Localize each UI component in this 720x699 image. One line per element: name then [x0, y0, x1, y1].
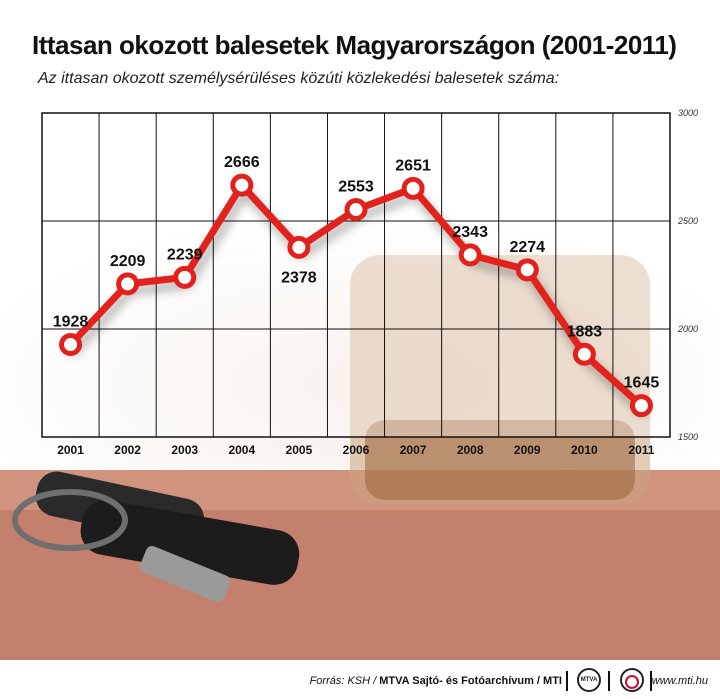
- data-point: [344, 198, 368, 222]
- x-axis-labels: 2001 2002 2003 2004 2005 2006 2007 2008 2009 2010…: [57, 443, 655, 457]
- plot-background: [41, 112, 671, 438]
- y-tick-label: 2000: [677, 324, 698, 334]
- website-link[interactable]: www.mti.hu: [651, 675, 708, 687]
- x-tick-label: 2008: [457, 443, 484, 457]
- x-tick-label: 2001: [57, 443, 84, 457]
- data-label: 2651: [395, 157, 431, 174]
- data-label: 2378: [281, 269, 317, 286]
- data-label: 1928: [53, 314, 89, 331]
- data-point: [59, 333, 83, 357]
- line-chart: 1928 2209 2239 2666 2378 2553 2651 2343 2274 1883…: [0, 108, 720, 660]
- separator: [566, 671, 568, 691]
- source-credit: Forrás: KSH / MTVA Sajtó- és Fotóarchívu…: [310, 675, 562, 687]
- data-label: 2209: [110, 253, 146, 270]
- data-markers: [59, 173, 653, 418]
- separator: [608, 671, 610, 691]
- data-point: [287, 235, 311, 259]
- x-tick-label: 2010: [571, 443, 598, 457]
- x-tick-label: 2009: [514, 443, 541, 457]
- data-point: [572, 342, 596, 366]
- source-prefix: Forrás: KSH /: [309, 675, 380, 687]
- data-point: [515, 258, 539, 282]
- x-tick-label: 2002: [114, 443, 141, 457]
- page-subtitle: Az ittasan okozott személysérüléses közú…: [38, 70, 560, 87]
- mtva-logo: MTVA: [577, 668, 601, 692]
- grid-lines: [42, 113, 670, 437]
- x-tick-label: 2003: [171, 443, 198, 457]
- mtva-logo-text: MTVA: [580, 677, 598, 683]
- data-labels: 1928 2209 2239 2666 2378 2553 2651 2343 2274 1883…: [53, 154, 660, 392]
- footer: Forrás: KSH / MTVA Sajtó- és Fotóarchívu…: [0, 661, 720, 699]
- x-tick-label: 2005: [286, 443, 313, 457]
- x-tick-label: 2007: [400, 443, 427, 457]
- y-tick-label: 3000: [678, 108, 698, 118]
- data-point: [116, 272, 140, 296]
- separator: [650, 671, 652, 691]
- y-axis-labels: 1500 2000 2500 3000: [677, 108, 698, 442]
- data-point: [173, 265, 197, 289]
- y-tick-label: 1500: [678, 432, 698, 442]
- plot-area: 1928 2209 2239 2666 2378 2553 2651 2343 2274 1883…: [41, 108, 698, 457]
- x-tick-label: 2004: [228, 443, 255, 457]
- mti-logo: [620, 668, 644, 692]
- data-label: 1883: [567, 323, 603, 340]
- data-label: 1645: [624, 375, 660, 392]
- data-point: [401, 176, 425, 200]
- page-title: Ittasan okozott balesetek Magyarországon…: [32, 30, 677, 60]
- data-point: [629, 394, 653, 418]
- data-point: [230, 173, 254, 197]
- data-label: 2666: [224, 154, 260, 171]
- data-label: 2274: [509, 239, 545, 256]
- source-agency: MTVA Sajtó- és Fotóarchívum / MTI: [379, 675, 562, 687]
- data-point: [458, 243, 482, 267]
- data-label: 2553: [338, 179, 374, 196]
- y-tick-label: 2500: [677, 216, 698, 226]
- data-label: 2239: [167, 246, 203, 263]
- x-tick-label: 2006: [343, 443, 370, 457]
- data-label: 2343: [452, 224, 488, 241]
- x-tick-label: 2011: [628, 443, 654, 457]
- background-decor: [0, 255, 720, 660]
